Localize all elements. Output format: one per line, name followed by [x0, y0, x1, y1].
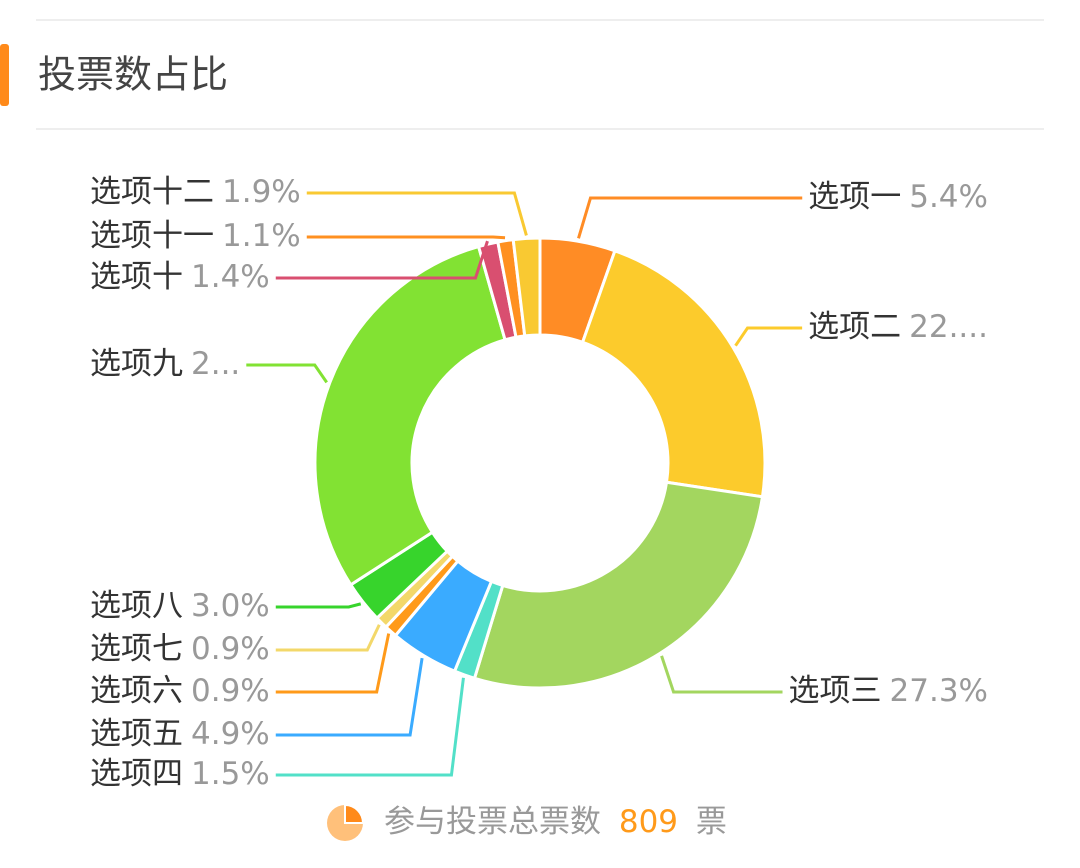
donut-slice [313, 244, 507, 587]
leader-line [275, 633, 391, 694]
data-label: 选项十一 1.1% [90, 218, 301, 254]
label-value: 2... [191, 346, 240, 382]
label-value: 0.9% [191, 673, 270, 709]
leader-line [734, 326, 803, 347]
data-label: 选项二 22.... [808, 309, 988, 345]
data-label: 选项十 1.4% [90, 259, 270, 295]
data-label: 选项十二 1.9% [90, 174, 301, 210]
label-name: 选项七 [90, 631, 183, 667]
leader-line [275, 677, 465, 777]
donut-slice [472, 480, 765, 690]
label-value: 27.3% [890, 673, 988, 709]
label-value: 1.4% [191, 259, 270, 295]
leader-line [660, 655, 783, 694]
data-label: 选项八 3.0% [90, 588, 270, 624]
leader-line [306, 191, 528, 236]
leader-line [275, 240, 489, 280]
label-value: 22.... [909, 309, 988, 345]
label-name: 选项六 [90, 673, 183, 709]
label-name: 选项三 [789, 673, 882, 709]
label-value: 1.5% [191, 756, 270, 792]
label-value: 5.4% [909, 179, 988, 215]
label-value: 3.0% [191, 588, 270, 624]
chart-title: 投票数占比 [38, 53, 228, 97]
label-name: 选项五 [90, 716, 183, 752]
donut-slice [580, 248, 767, 499]
data-label: 选项三 27.3% [789, 673, 988, 709]
label-name: 选项九 [90, 346, 183, 382]
label-name: 选项十 [90, 259, 183, 295]
leader-line [275, 624, 381, 652]
data-label: 选项一 5.4% [808, 179, 988, 215]
label-name: 选项四 [90, 756, 183, 792]
footer-total: 809 [619, 804, 678, 840]
data-label: 选项九 2... [90, 346, 240, 382]
label-value: 1.9% [222, 174, 301, 210]
data-label: 选项七 0.9% [90, 631, 270, 667]
leader-line [246, 363, 328, 384]
data-label: 选项六 0.9% [90, 673, 270, 709]
donut [313, 236, 767, 690]
label-name: 选项八 [90, 588, 183, 624]
label-name: 选项十二 [90, 174, 214, 210]
footer-suffix: 票 [696, 804, 727, 840]
label-value: 1.1% [222, 218, 301, 254]
leader-line [275, 602, 362, 609]
leader-line [577, 196, 803, 239]
title-accent [0, 44, 9, 106]
label-value: 0.9% [191, 631, 270, 667]
footer-icon [327, 803, 365, 841]
data-label: 选项五 4.9% [90, 716, 270, 752]
donut-slice [511, 236, 542, 338]
leader-line [275, 657, 424, 737]
data-label: 选项四 1.5% [90, 756, 270, 792]
label-name: 选项二 [808, 309, 901, 345]
leader-line [306, 235, 506, 240]
label-name: 选项一 [808, 179, 901, 215]
label-value: 4.9% [191, 716, 270, 752]
footer-prefix: 参与投票总票数 [384, 804, 601, 840]
footer: 参与投票总票数 809 票 [384, 804, 727, 840]
label-name: 选项十一 [90, 218, 214, 254]
